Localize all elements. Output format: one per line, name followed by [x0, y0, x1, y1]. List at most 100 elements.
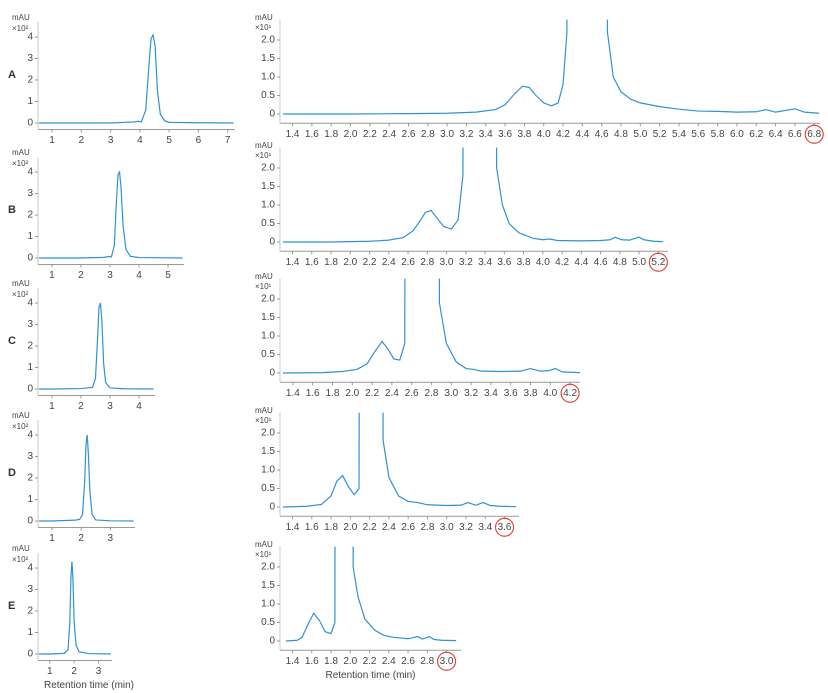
x-tick-label: 1.4 — [286, 129, 300, 140]
y-tick-label: 1 — [27, 494, 33, 505]
x-tick-label: 1.6 — [306, 388, 320, 399]
chromatogram-line — [38, 170, 183, 259]
x-tick-label: 1.4 — [286, 388, 300, 399]
chromatogram-line — [282, 19, 820, 115]
x-tick-label: 3.8 — [517, 257, 531, 268]
x-tick-label: 1.6 — [305, 656, 319, 667]
x-tick-label: 3.4 — [484, 388, 498, 399]
y-tick-label: 1.5 — [261, 53, 275, 64]
x-tick-label: 3.4 — [479, 129, 493, 140]
x-tick-label: 5.0 — [633, 129, 647, 140]
x-tick-label: 6.6 — [788, 129, 802, 140]
x-tick-label: 3.6 — [497, 257, 511, 268]
x-tick-label: 2.8 — [420, 522, 434, 533]
x-tick-label: 3.6 — [504, 388, 518, 399]
y-multiplier: ×10² — [12, 159, 29, 168]
x-tick-label: 2.4 — [382, 522, 396, 533]
y-tick-label: 2 — [27, 606, 33, 617]
x-tick-label: 2.8 — [420, 656, 434, 667]
y-multiplier: ×10² — [12, 24, 29, 33]
x-tick-label: 1.6 — [305, 257, 319, 268]
y-tick-label: 0 — [269, 237, 275, 248]
y-tick-label: 1 — [27, 627, 33, 638]
y-tick-label: 1.0 — [261, 72, 275, 83]
y-axis-label: mAU — [12, 148, 30, 157]
x-tick-label: 1.8 — [324, 257, 338, 268]
y-tick-label: 1.0 — [261, 465, 275, 476]
x-tick-label: 1.4 — [286, 522, 300, 533]
x-tick-label: 1 — [49, 401, 55, 412]
x-tick-label: 1 — [49, 533, 55, 544]
x-tick-label: 4.8 — [614, 129, 628, 140]
x-tick-label: 3.2 — [464, 388, 478, 399]
x-tick-label: 5.0 — [632, 257, 646, 268]
x-tick-label: 4.8 — [613, 257, 627, 268]
y-tick-label: 0 — [27, 649, 33, 660]
y-tick-label: 2 — [27, 473, 33, 484]
tick-highlight — [804, 124, 824, 144]
x-tick-label: 1.6 — [305, 129, 319, 140]
x-tick-label: 4 — [136, 401, 142, 412]
x-tick-label: 2.6 — [401, 522, 415, 533]
x-tick-label: 6.2 — [749, 129, 763, 140]
y-tick-label: 2.0 — [261, 428, 275, 439]
x-tick-label: 3.8 — [524, 388, 538, 399]
x-tick-label: 2.0 — [345, 388, 359, 399]
chart: mAU×10¹ 0 0.5 1.0 1.5 2.0 1.4 1.6 1.8 2.0 2.2 2.4 2.… — [255, 406, 519, 537]
x-tick-label: 4.0 — [536, 257, 550, 268]
chromatogram-line — [38, 302, 154, 390]
x-tick-label: 2 — [79, 135, 85, 146]
x-tick-label: 4.4 — [574, 257, 588, 268]
y-axis-label: mAU — [255, 141, 273, 150]
x-tick-label: 2.6 — [405, 388, 419, 399]
y-axis-label: mAU — [12, 279, 30, 288]
x-tick-label: 4.6 — [594, 257, 608, 268]
x-tick-label: 2.0 — [343, 257, 357, 268]
x-tick-label: 3.0 — [440, 129, 454, 140]
x-tick-label: 4.0 — [543, 388, 557, 399]
chromatogram-line — [285, 546, 457, 642]
y-tick-label: 0 — [269, 368, 275, 379]
x-tick-label: 1.8 — [324, 656, 338, 667]
x-tick-label: 6.8 — [807, 129, 821, 140]
x-tick-label: 2.6 — [402, 129, 416, 140]
chart: mAU×10¹ 0 0.5 1.0 1.5 2.0 1.4 1.6 1.8 2.0 2.2 2.4 2.… — [255, 272, 580, 403]
chromatogram-line — [282, 278, 580, 374]
tick-highlight — [648, 252, 668, 272]
y-tick-label: 3 — [27, 451, 33, 462]
y-axis-label: mAU — [255, 540, 273, 549]
x-tick-label: 3.0 — [440, 656, 454, 667]
x-tick-label: 2 — [78, 401, 84, 412]
y-tick-label: 2.0 — [261, 294, 275, 305]
x-tick-label: 2.0 — [344, 129, 358, 140]
y-tick-label: 3 — [27, 584, 33, 595]
x-tick-label: 3.6 — [498, 522, 512, 533]
x-tick-label: 1.8 — [326, 388, 340, 399]
x-axis-label: Retention time (min) — [44, 680, 134, 691]
x-tick-label: 2 — [78, 270, 84, 281]
x-tick-label: 4.2 — [556, 129, 570, 140]
y-tick-label: 1 — [27, 362, 33, 373]
x-tick-label: 5.4 — [672, 129, 686, 140]
y-multiplier: ×10¹ — [255, 550, 272, 559]
x-tick-label: 2.2 — [363, 257, 377, 268]
y-axis-label: mAU — [12, 544, 30, 553]
chart: mAU×10¹ 0 0.5 1.0 1.5 2.0 1.4 1.6 1.8 2.0 2.2 2.4 2.… — [255, 141, 668, 272]
x-tick-label: 3 — [107, 270, 113, 281]
x-tick-label: 3 — [107, 533, 113, 544]
x-tick-label: 6.0 — [730, 129, 744, 140]
x-tick-label: 1.8 — [324, 522, 338, 533]
x-tick-label: 5 — [165, 270, 171, 281]
y-axis-label: mAU — [12, 13, 30, 22]
y-tick-label: 1.0 — [261, 331, 275, 342]
y-tick-label: 4 — [27, 430, 33, 441]
x-tick-label: 1.4 — [286, 257, 300, 268]
x-tick-label: 2.2 — [363, 129, 377, 140]
x-tick-label: 1 — [49, 135, 55, 146]
x-tick-label: 6 — [196, 135, 202, 146]
x-tick-label: 3.2 — [459, 257, 473, 268]
x-tick-label: 3.8 — [517, 129, 531, 140]
x-tick-label: 2.6 — [401, 257, 415, 268]
